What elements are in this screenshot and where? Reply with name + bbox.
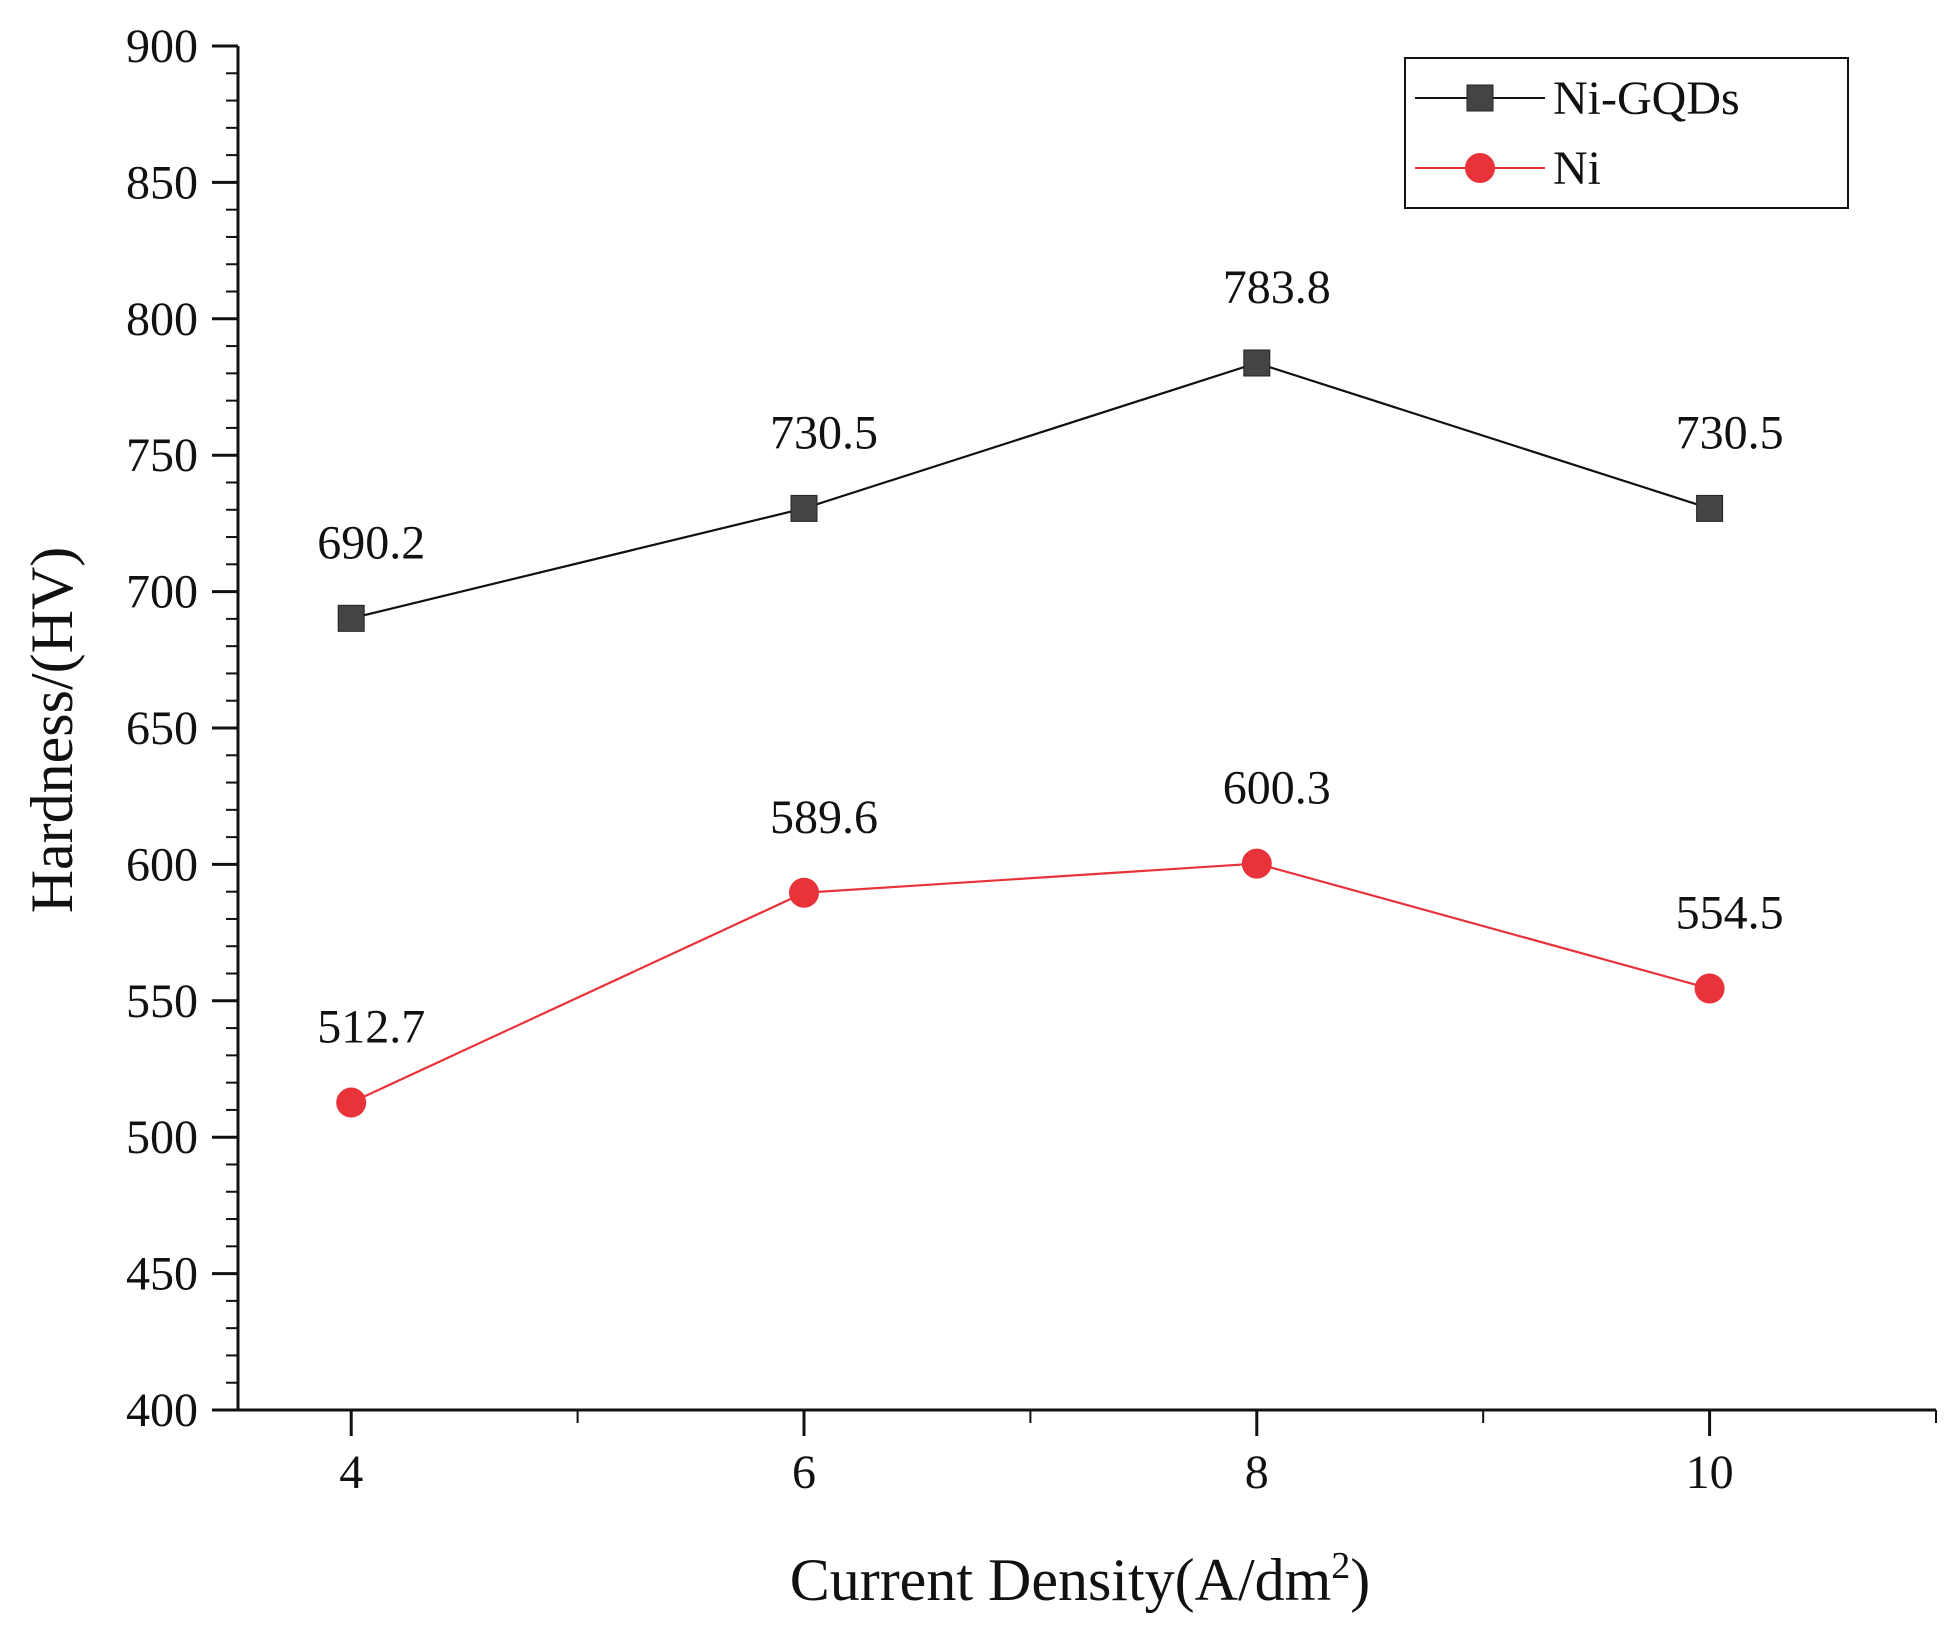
data-point-circle [1241, 848, 1272, 879]
y-tick-label: 400 [126, 1384, 198, 1437]
legend-label: Ni [1553, 142, 1601, 195]
data-point-circle [1694, 973, 1725, 1004]
data-label: 730.5 [1676, 406, 1784, 459]
legend-label: Ni-GQDs [1553, 72, 1740, 125]
x-axis-title-superscript: 2 [1331, 1545, 1350, 1587]
data-label: 730.5 [770, 406, 878, 459]
legend-entry-ni: Ni [1415, 142, 1601, 195]
y-tick-label: 450 [126, 1248, 198, 1301]
axes: 400 450 500 550 600 650 700 750 800 850 900 4 6 8 10 [126, 20, 1937, 1499]
legend-marker-circle [1465, 153, 1495, 183]
series-ni-gqds [337, 349, 1724, 632]
data-point-circle [789, 877, 819, 908]
y-tick-label: 700 [126, 566, 198, 619]
y-tick-label: 650 [126, 702, 198, 755]
data-label: 783.8 [1223, 261, 1331, 314]
data-point-circle [336, 1087, 367, 1118]
legend-entry-ni-gqds: Ni-GQDs [1415, 72, 1740, 125]
y-axis-title: Hardness/(HV) [19, 547, 85, 914]
data-label: 600.3 [1223, 762, 1331, 815]
y-tick-label: 800 [126, 293, 198, 346]
x-axis-title: Current Density(A/dm2) [790, 1545, 1371, 1613]
data-label: 512.7 [317, 1001, 425, 1054]
data-label: 554.5 [1676, 887, 1784, 940]
series-layer [336, 349, 1725, 1118]
y-tick-label: 750 [126, 429, 198, 482]
data-point-square [337, 604, 365, 632]
data-labels: 690.2 730.5 783.8 730.5 512.7 589.6 600.3 554.5 [317, 261, 1783, 1054]
y-tick-label: 550 [126, 975, 198, 1028]
legend: Ni-GQDs Ni [1404, 57, 1849, 209]
x-tick-label: 8 [1245, 1446, 1269, 1499]
y-tick-label: 500 [126, 1111, 198, 1164]
x-axis-title-end: ) [1350, 1547, 1370, 1613]
x-axis-title-main: Current Density(A/dm [790, 1547, 1332, 1613]
data-point-square [790, 494, 818, 522]
data-label: 589.6 [770, 791, 878, 844]
legend-marker-square [1466, 84, 1494, 112]
y-tick-label: 850 [126, 156, 198, 209]
y-tick-label: 900 [126, 20, 198, 73]
x-tick-label: 4 [339, 1446, 363, 1499]
x-tick-label: 6 [792, 1446, 816, 1499]
x-tick-label: 10 [1686, 1446, 1734, 1499]
data-point-square [1696, 494, 1724, 522]
data-label: 690.2 [317, 516, 425, 569]
series-ni [336, 848, 1725, 1118]
data-point-square [1243, 349, 1271, 377]
series-line [350, 862, 1710, 1104]
legend-box [1404, 57, 1849, 209]
y-tick-label: 600 [126, 838, 198, 891]
series-line [350, 361, 1710, 620]
